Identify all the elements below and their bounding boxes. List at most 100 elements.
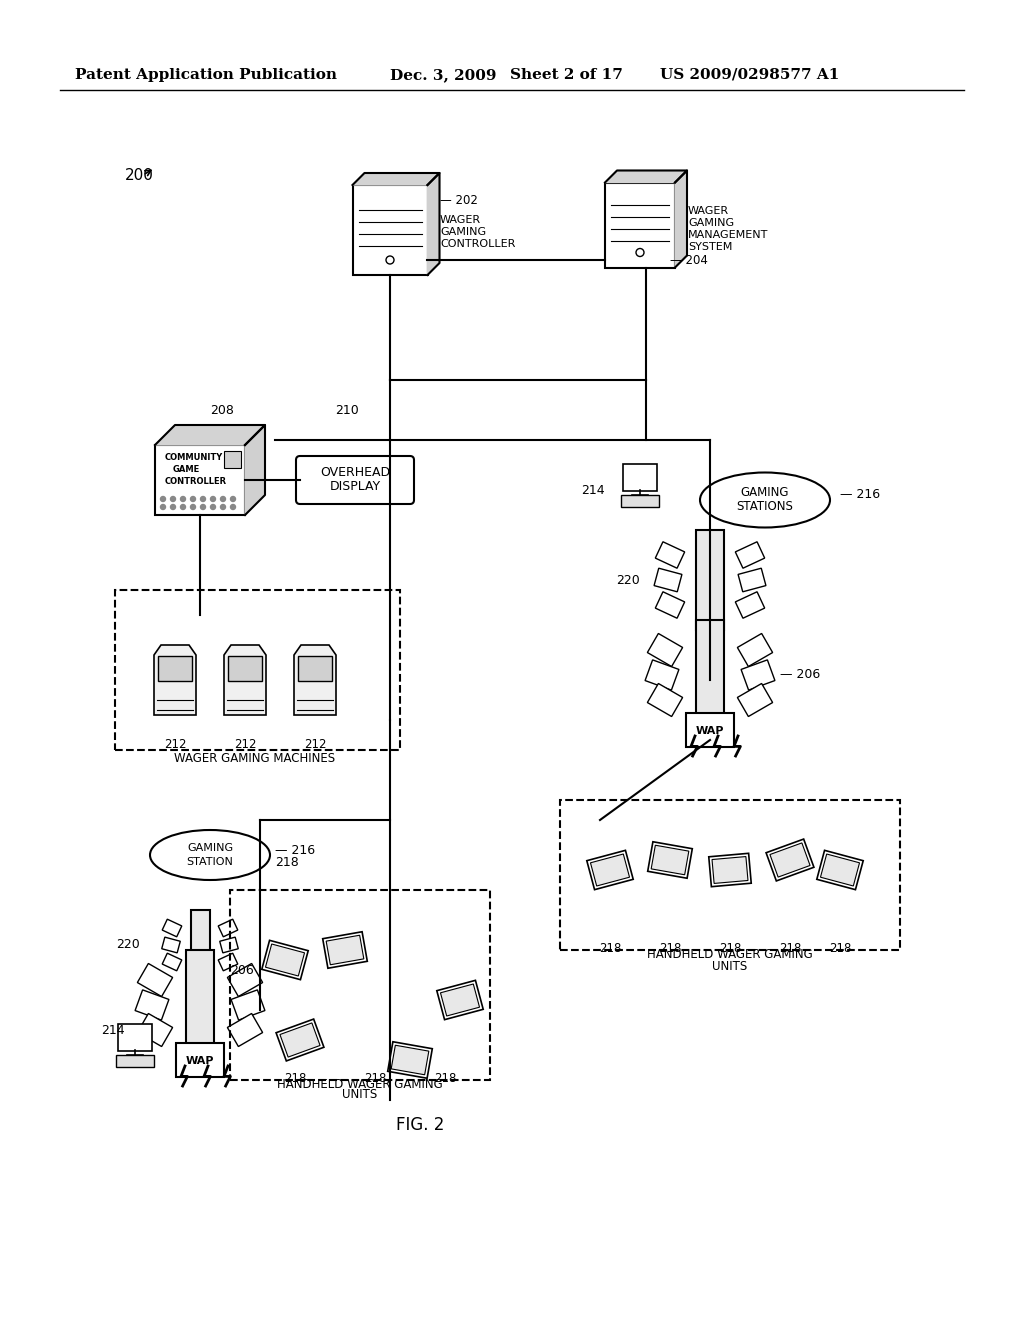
Bar <box>766 840 814 880</box>
Polygon shape <box>294 645 336 715</box>
Circle shape <box>211 496 215 502</box>
Bar <box>137 964 173 997</box>
Polygon shape <box>224 645 266 715</box>
Bar <box>737 684 773 717</box>
Text: 214: 214 <box>101 1023 125 1036</box>
Text: 212: 212 <box>233 738 256 751</box>
Text: 218: 218 <box>658 941 681 954</box>
Text: 218: 218 <box>599 941 622 954</box>
Bar <box>218 919 238 937</box>
Polygon shape <box>245 425 265 515</box>
Circle shape <box>201 496 206 502</box>
Polygon shape <box>155 425 265 445</box>
Bar <box>817 850 863 890</box>
Circle shape <box>190 496 196 502</box>
Bar <box>137 1014 173 1047</box>
Circle shape <box>180 504 185 510</box>
Text: WAGER: WAGER <box>688 206 729 216</box>
Bar <box>770 843 810 876</box>
Bar <box>162 937 180 953</box>
Bar <box>712 857 748 883</box>
Bar <box>709 853 752 887</box>
Text: 218: 218 <box>434 1072 456 1085</box>
FancyBboxPatch shape <box>176 1043 224 1077</box>
Text: 218: 218 <box>828 941 851 954</box>
Text: STATIONS: STATIONS <box>736 500 794 513</box>
Bar <box>648 842 692 878</box>
Text: WAP: WAP <box>695 726 724 737</box>
Bar <box>280 1023 321 1057</box>
Bar <box>227 964 262 997</box>
Bar <box>647 684 683 717</box>
Polygon shape <box>696 531 724 630</box>
Text: 218: 218 <box>275 857 299 870</box>
Text: GAMING: GAMING <box>688 218 734 228</box>
Polygon shape <box>186 950 214 1071</box>
Bar <box>735 541 765 568</box>
Text: — 206: — 206 <box>780 668 820 681</box>
Circle shape <box>171 496 175 502</box>
Text: STATION: STATION <box>186 857 233 867</box>
FancyBboxPatch shape <box>228 656 262 681</box>
Bar <box>655 591 685 618</box>
Bar <box>738 568 766 591</box>
FancyBboxPatch shape <box>296 455 414 504</box>
Circle shape <box>171 504 175 510</box>
Circle shape <box>180 496 185 502</box>
Text: 218: 218 <box>719 941 741 954</box>
Ellipse shape <box>700 473 830 528</box>
Bar <box>645 660 679 690</box>
Text: 208: 208 <box>210 404 233 417</box>
FancyBboxPatch shape <box>224 451 241 469</box>
Bar <box>227 1014 262 1047</box>
Text: 210: 210 <box>335 404 358 417</box>
Text: CONTROLLER: CONTROLLER <box>440 239 515 249</box>
Text: — 216: — 216 <box>275 843 315 857</box>
Bar <box>262 940 308 979</box>
Text: — 204: — 204 <box>670 253 708 267</box>
Text: — 216: — 216 <box>840 488 880 502</box>
Polygon shape <box>427 173 439 275</box>
Bar <box>440 983 479 1016</box>
Text: 220: 220 <box>117 939 140 952</box>
Text: 214: 214 <box>582 483 605 496</box>
Text: DISPLAY: DISPLAY <box>330 480 381 494</box>
Circle shape <box>161 504 166 510</box>
Polygon shape <box>696 620 724 741</box>
FancyBboxPatch shape <box>118 1024 152 1051</box>
Text: US 2009/0298577 A1: US 2009/0298577 A1 <box>660 69 840 82</box>
Text: 206: 206 <box>230 964 254 977</box>
Bar <box>220 937 239 953</box>
Polygon shape <box>675 170 687 268</box>
Text: COMMUNITY: COMMUNITY <box>165 453 223 462</box>
Text: MANAGEMENT: MANAGEMENT <box>688 230 768 240</box>
Bar <box>741 660 775 690</box>
Text: 218: 218 <box>779 941 801 954</box>
FancyBboxPatch shape <box>623 465 657 491</box>
Circle shape <box>161 496 166 502</box>
Text: HANDHELD WAGER GAMING: HANDHELD WAGER GAMING <box>647 949 813 961</box>
Text: FIG. 2: FIG. 2 <box>396 1115 444 1134</box>
Text: GAMING: GAMING <box>187 843 233 853</box>
Text: CONTROLLER: CONTROLLER <box>165 477 227 486</box>
Bar <box>327 936 364 965</box>
Text: UNITS: UNITS <box>713 961 748 974</box>
Text: OVERHEAD: OVERHEAD <box>319 466 390 479</box>
Polygon shape <box>352 173 439 185</box>
Circle shape <box>230 496 236 502</box>
Bar <box>388 1041 432 1078</box>
Text: 218: 218 <box>364 1072 386 1085</box>
Bar <box>820 854 859 886</box>
Text: Sheet 2 of 17: Sheet 2 of 17 <box>510 69 623 82</box>
Ellipse shape <box>150 830 270 880</box>
Text: WAGER: WAGER <box>440 215 481 224</box>
Text: Patent Application Publication: Patent Application Publication <box>75 69 337 82</box>
Bar <box>135 990 169 1020</box>
Bar <box>265 944 304 975</box>
FancyBboxPatch shape <box>298 656 332 681</box>
Bar <box>647 634 683 667</box>
FancyBboxPatch shape <box>605 182 675 268</box>
Bar <box>276 1019 324 1061</box>
Bar <box>587 850 633 890</box>
Circle shape <box>230 504 236 510</box>
